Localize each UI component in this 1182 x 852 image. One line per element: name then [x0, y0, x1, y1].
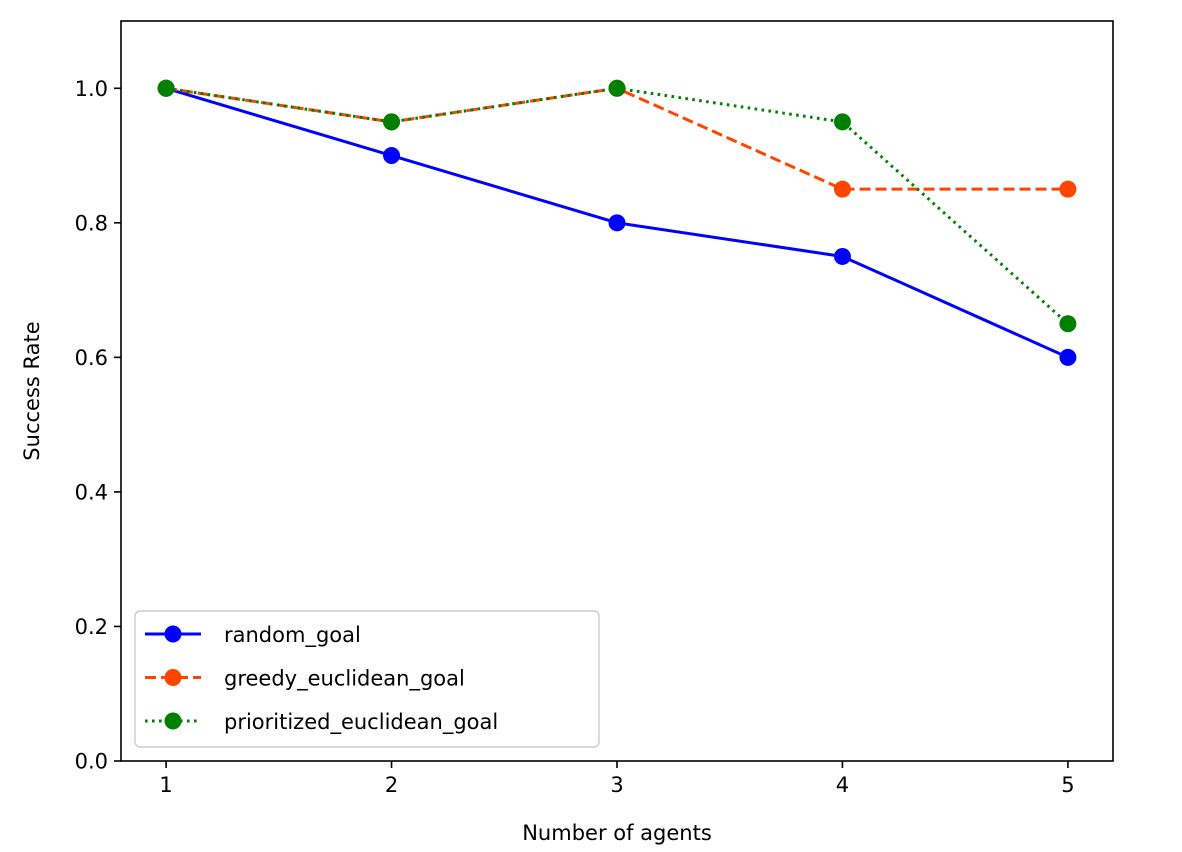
- data-point: [1059, 315, 1077, 333]
- data-point: [383, 113, 401, 131]
- data-point: [1059, 348, 1077, 366]
- y-tick-label: 0.4: [75, 480, 108, 504]
- data-point: [833, 113, 851, 131]
- legend-label: random_goal: [224, 623, 361, 648]
- legend-label: greedy_euclidean_goal: [224, 667, 465, 692]
- y-tick-label: 0.6: [75, 346, 108, 370]
- x-tick-label: 5: [1061, 773, 1074, 797]
- series-random_goal: [157, 79, 1077, 366]
- legend-marker: [164, 712, 182, 730]
- x-axis: 1 2 3 4 5: [159, 761, 1075, 797]
- data-point: [157, 79, 175, 97]
- data-point: [1059, 180, 1077, 198]
- legend-box: [134, 610, 600, 748]
- x-tick-label: 4: [836, 773, 849, 797]
- legend-entry: prioritized_euclidean_goal: [145, 710, 498, 735]
- legend-label: prioritized_euclidean_goal: [224, 710, 498, 735]
- data-point: [608, 79, 626, 97]
- legend: random_goal greedy_euclidean_goal prioriti…: [134, 610, 600, 748]
- y-axis-label: Success Rate: [20, 321, 44, 460]
- y-tick-label: 0.8: [75, 211, 108, 235]
- x-tick-label: 2: [385, 773, 398, 797]
- x-axis-label: Number of agents: [522, 821, 712, 845]
- legend-entry: greedy_euclidean_goal: [145, 667, 465, 692]
- series-layer: [157, 79, 1077, 366]
- x-tick-label: 1: [159, 773, 172, 797]
- y-tick-label: 0.0: [75, 750, 108, 774]
- data-point: [608, 214, 626, 232]
- x-tick-label: 3: [610, 773, 623, 797]
- data-point: [833, 180, 851, 198]
- data-point: [833, 247, 851, 265]
- series-prioritized_euclidean_goal: [157, 79, 1077, 333]
- y-tick-label: 0.2: [75, 615, 108, 639]
- legend-entry: random_goal: [145, 623, 361, 648]
- y-axis: 0.0 0.2 0.4 0.6 0.8 1.0: [75, 77, 121, 774]
- legend-marker: [164, 625, 182, 643]
- data-point: [383, 147, 401, 165]
- y-tick-label: 1.0: [75, 77, 108, 101]
- legend-marker: [164, 669, 182, 686]
